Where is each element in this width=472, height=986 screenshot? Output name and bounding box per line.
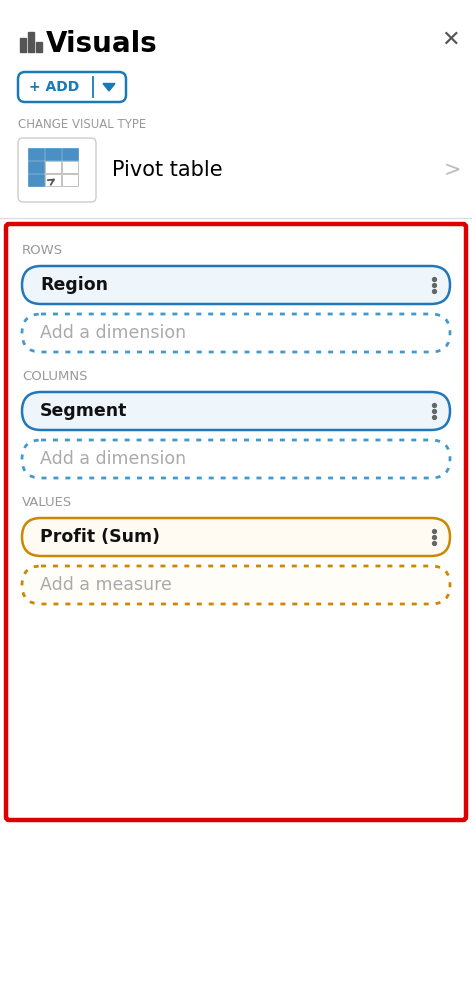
FancyBboxPatch shape (22, 566, 450, 604)
FancyBboxPatch shape (22, 392, 450, 430)
Bar (28, 32, 34, 52)
Bar (28, 161, 44, 173)
Text: Add a measure: Add a measure (40, 576, 172, 594)
Text: ROWS: ROWS (22, 244, 63, 257)
Text: CHANGE VISUAL TYPE: CHANGE VISUAL TYPE (18, 118, 146, 131)
Text: ✕: ✕ (441, 30, 459, 50)
Bar (28, 148, 44, 160)
Bar (36, 42, 42, 52)
Bar (45, 148, 61, 160)
Bar (45, 161, 61, 173)
FancyBboxPatch shape (22, 440, 450, 478)
Text: Add a dimension: Add a dimension (40, 324, 186, 342)
Text: >: > (443, 160, 461, 180)
Bar (45, 174, 61, 186)
Text: COLUMNS: COLUMNS (22, 370, 87, 383)
Bar (20, 38, 26, 52)
Text: Segment: Segment (40, 402, 127, 420)
Text: Region: Region (40, 276, 108, 294)
FancyBboxPatch shape (22, 314, 450, 352)
Text: VALUES: VALUES (22, 496, 72, 509)
Bar (62, 174, 78, 186)
Text: + ADD: + ADD (29, 80, 79, 94)
FancyBboxPatch shape (22, 266, 450, 304)
FancyBboxPatch shape (22, 518, 450, 556)
Text: Pivot table: Pivot table (112, 160, 223, 180)
Bar (28, 174, 44, 186)
Polygon shape (103, 84, 115, 91)
FancyBboxPatch shape (6, 224, 466, 820)
Text: Add a dimension: Add a dimension (40, 450, 186, 468)
Text: Visuals: Visuals (46, 30, 158, 58)
FancyBboxPatch shape (18, 138, 96, 202)
Text: Profit (Sum): Profit (Sum) (40, 528, 160, 546)
Bar (62, 161, 78, 173)
FancyBboxPatch shape (18, 72, 126, 102)
Bar (62, 148, 78, 160)
